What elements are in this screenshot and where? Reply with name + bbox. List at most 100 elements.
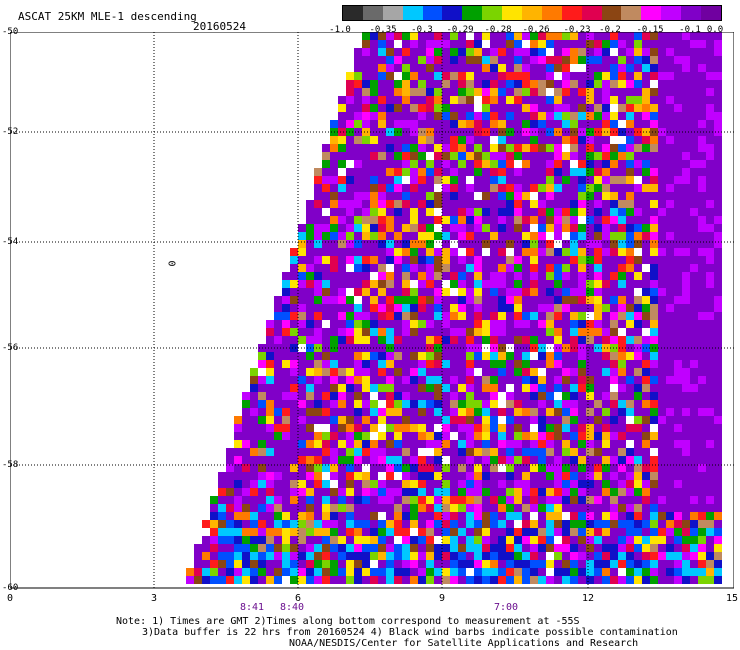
data-pixel (434, 176, 442, 184)
color-swatch (502, 6, 523, 20)
data-pixel (458, 424, 466, 432)
data-pixel (498, 408, 506, 416)
data-pixel (586, 568, 594, 576)
data-pixel (434, 80, 442, 88)
data-pixel (714, 104, 722, 112)
data-pixel (314, 496, 322, 504)
data-pixel (634, 320, 642, 328)
data-pixel (234, 552, 242, 560)
data-pixel (266, 504, 274, 512)
data-pixel (482, 552, 490, 560)
data-pixel (530, 304, 538, 312)
data-pixel (314, 544, 322, 552)
data-pixel (426, 176, 434, 184)
data-pixel (370, 320, 378, 328)
data-pixel (626, 368, 634, 376)
data-pixel (538, 408, 546, 416)
data-pixel (602, 136, 610, 144)
data-pixel (466, 568, 474, 576)
data-pixel (354, 528, 362, 536)
data-pixel (594, 200, 602, 208)
data-pixel (506, 456, 514, 464)
data-pixel (434, 264, 442, 272)
data-pixel (514, 336, 522, 344)
data-pixel (330, 320, 338, 328)
data-pixel (570, 296, 578, 304)
data-pixel (362, 112, 370, 120)
data-pixel (522, 224, 530, 232)
data-pixel (386, 416, 394, 424)
data-pixel (370, 576, 378, 584)
data-pixel (610, 216, 618, 224)
data-pixel (370, 480, 378, 488)
data-pixel (690, 40, 698, 48)
data-pixel (674, 400, 682, 408)
map-title: ASCAT 25KM MLE-1 descending (18, 10, 197, 23)
data-pixel (626, 224, 634, 232)
data-pixel (418, 104, 426, 112)
data-pixel (346, 80, 354, 88)
data-pixel (354, 416, 362, 424)
data-pixel (714, 168, 722, 176)
data-pixel (234, 480, 242, 488)
data-pixel (378, 480, 386, 488)
data-pixel (418, 328, 426, 336)
data-pixel (578, 368, 586, 376)
data-pixel (418, 208, 426, 216)
data-pixel (474, 520, 482, 528)
data-pixel (538, 568, 546, 576)
data-pixel (522, 312, 530, 320)
data-pixel (610, 248, 618, 256)
data-pixel (274, 472, 282, 480)
data-pixel (506, 328, 514, 336)
data-pixel (338, 256, 346, 264)
data-pixel (690, 32, 698, 40)
data-pixel (290, 352, 298, 360)
data-pixel (714, 136, 722, 144)
data-pixel (314, 520, 322, 528)
data-pixel (626, 456, 634, 464)
data-pixel (618, 80, 626, 88)
data-pixel (522, 552, 530, 560)
data-pixel (386, 216, 394, 224)
data-pixel (482, 512, 490, 520)
data-pixel (386, 368, 394, 376)
data-pixel (698, 520, 706, 528)
data-pixel (530, 32, 538, 40)
data-pixel (634, 96, 642, 104)
data-pixel (698, 272, 706, 280)
data-pixel (586, 96, 594, 104)
data-pixel (514, 216, 522, 224)
data-pixel (682, 88, 690, 96)
data-pixel (618, 192, 626, 200)
data-pixel (538, 464, 546, 472)
data-pixel (706, 552, 714, 560)
data-pixel (218, 480, 226, 488)
data-pixel (578, 312, 586, 320)
data-pixel (282, 552, 290, 560)
data-pixel (426, 328, 434, 336)
data-pixel (682, 248, 690, 256)
data-pixel (306, 488, 314, 496)
data-pixel (626, 472, 634, 480)
data-pixel (506, 280, 514, 288)
data-pixel (634, 576, 642, 584)
data-pixel (586, 120, 594, 128)
data-pixel (626, 384, 634, 392)
data-pixel (602, 232, 610, 240)
data-pixel (434, 216, 442, 224)
data-pixel (410, 40, 418, 48)
data-pixel (338, 288, 346, 296)
data-pixel (666, 32, 674, 40)
data-pixel (490, 176, 498, 184)
data-pixel (674, 152, 682, 160)
data-pixel (658, 48, 666, 56)
data-pixel (362, 448, 370, 456)
data-pixel (354, 160, 362, 168)
data-pixel (306, 224, 314, 232)
lat-tick-label: -60 (2, 583, 19, 593)
data-pixel (330, 376, 338, 384)
data-pixel (690, 376, 698, 384)
data-pixel (538, 88, 546, 96)
data-pixel (594, 576, 602, 584)
